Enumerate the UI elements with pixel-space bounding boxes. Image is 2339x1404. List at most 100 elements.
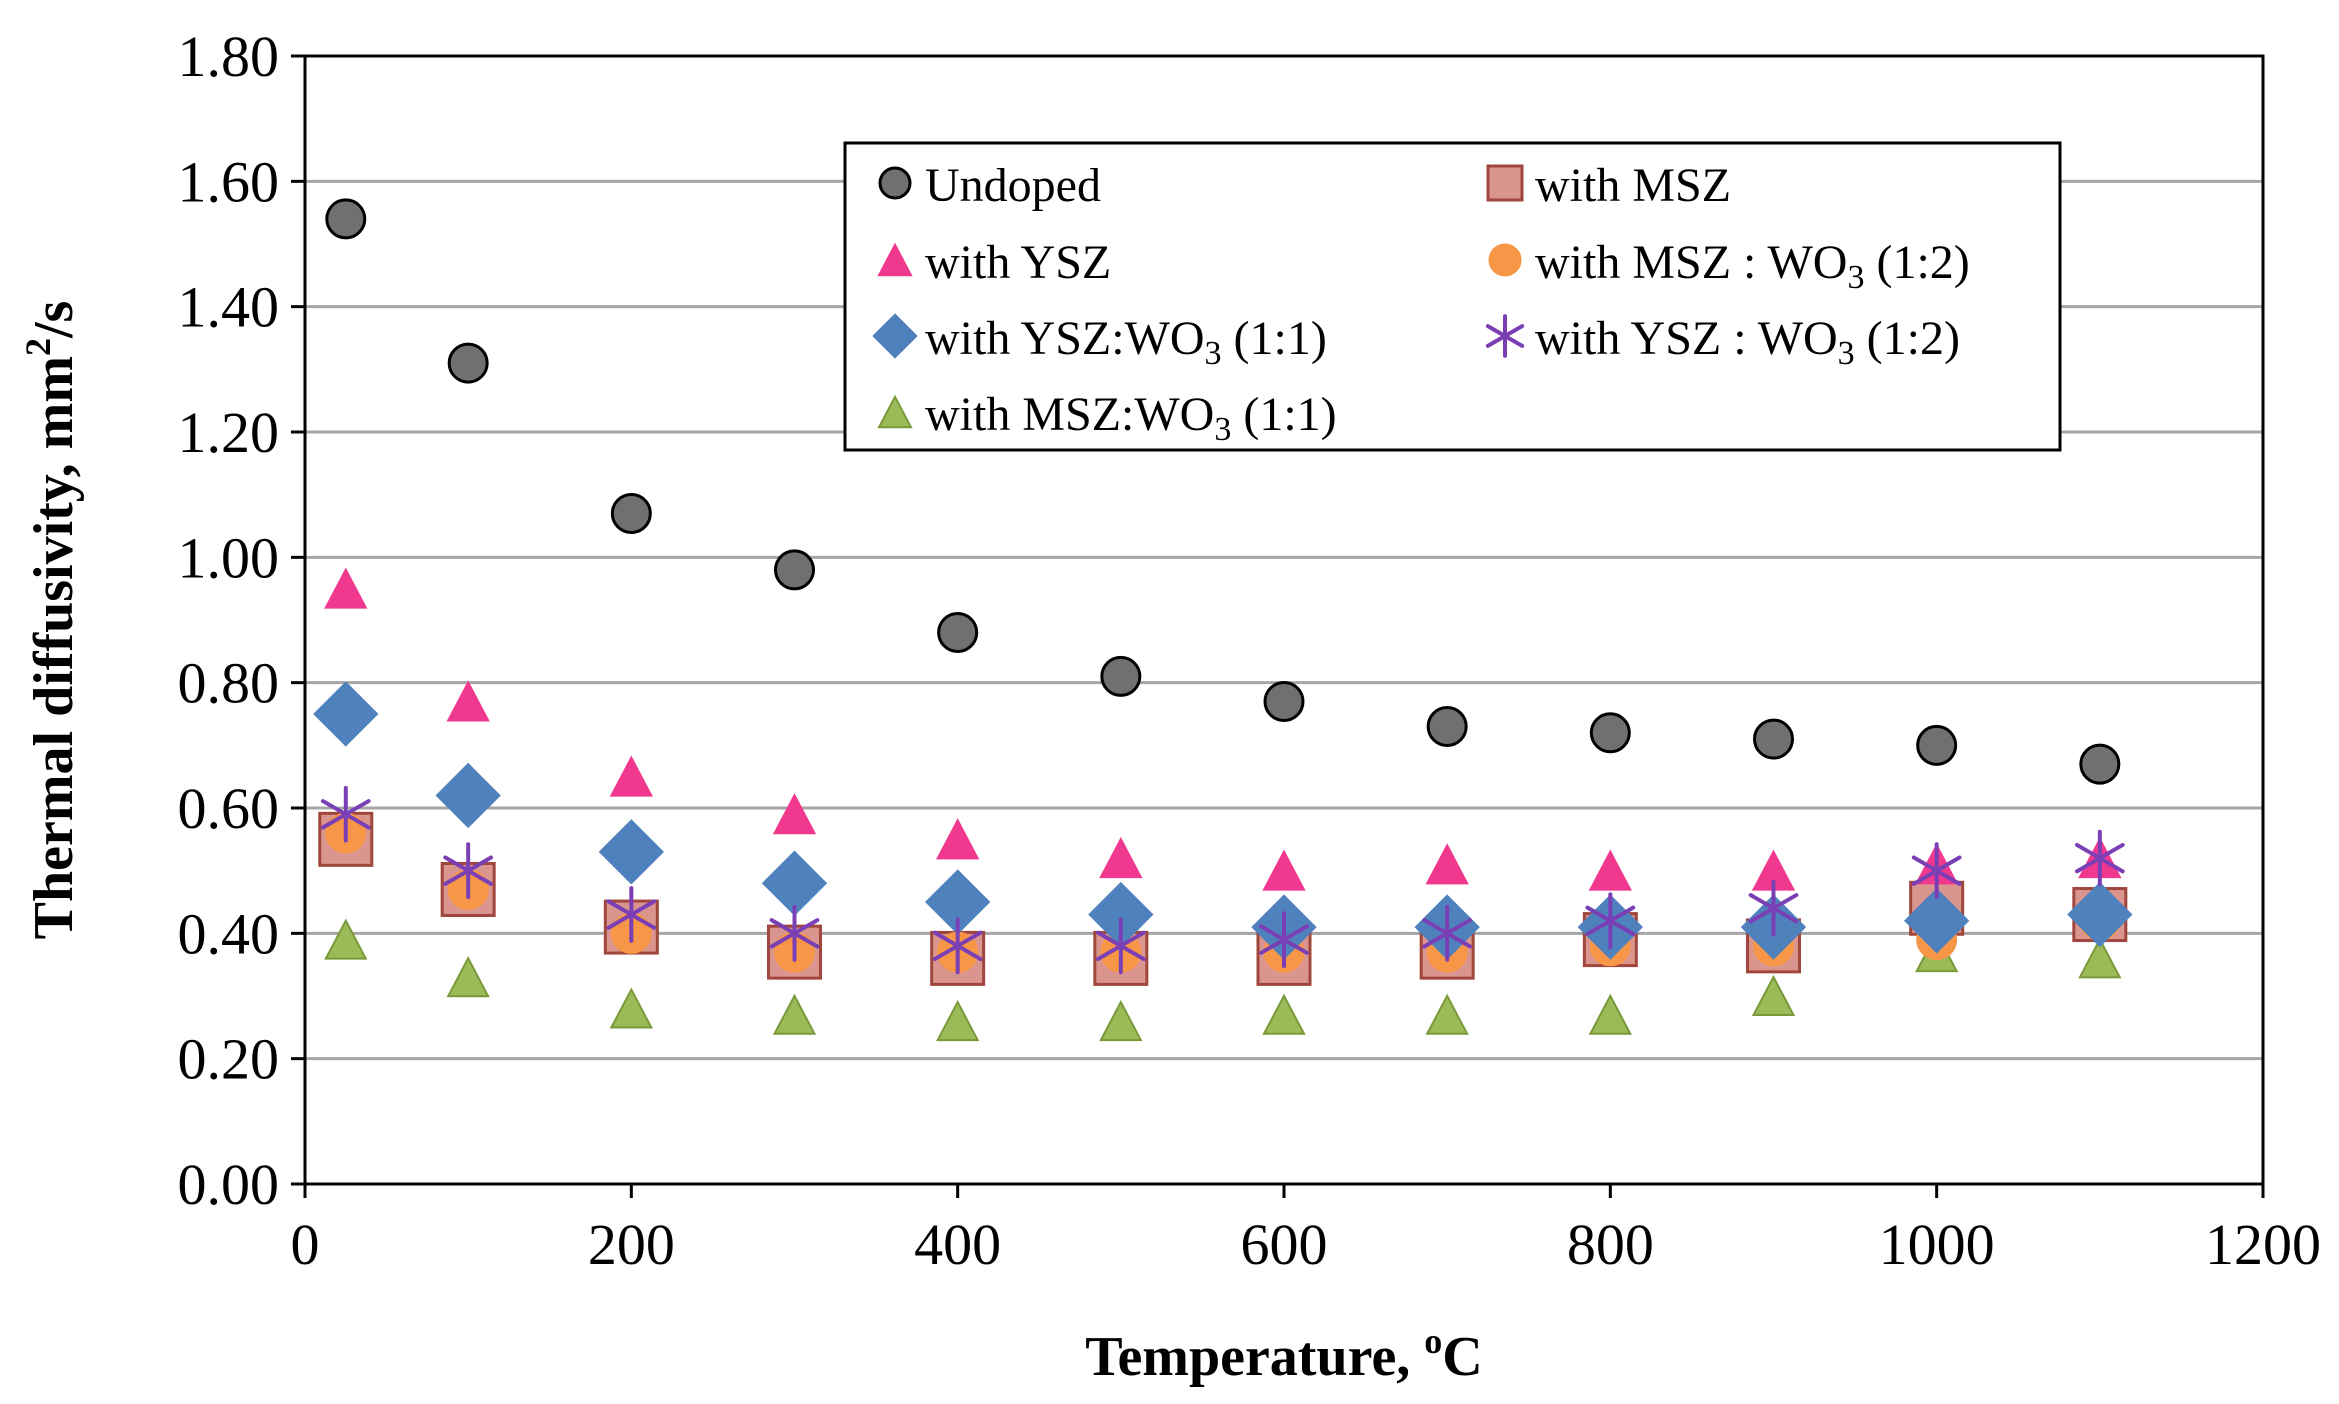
legend-label-1: with MSZ	[1535, 159, 1731, 212]
point-series-4-2	[598, 819, 664, 885]
y-tick-label-3: 0.60	[178, 776, 280, 841]
point-series-4-11	[2067, 881, 2133, 948]
legend-marker-2	[877, 242, 913, 277]
point-series-2-5	[1099, 836, 1143, 879]
legend-label-part-5-2: (1:2)	[1855, 312, 1960, 365]
legend-label-2: with YSZ	[925, 236, 1111, 289]
point-series-0-5	[1100, 655, 1142, 697]
x-tick-label-5: 1000	[1879, 1212, 1995, 1277]
legend-label-3: with MSZ : WO3 (1:2)	[1535, 236, 1970, 296]
legend-label-part-1-0: with MSZ	[1535, 159, 1731, 212]
x-axis-ticks: 0 200 400 600 800 1000 1200	[291, 1184, 2321, 1277]
point-series-5-5	[1095, 917, 1146, 975]
legend-label-0: Undoped	[925, 159, 1101, 212]
point-series-6-4	[936, 999, 980, 1042]
legend-label-part-6-0: with MSZ:WO	[925, 388, 1214, 441]
y-tick-label-2: 0.40	[178, 901, 280, 966]
y-tick-label-8: 1.60	[178, 149, 280, 214]
point-series-5-9	[1748, 879, 1799, 937]
point-series-2-3	[772, 793, 817, 835]
legend-item-1: with MSZ	[1486, 159, 1731, 212]
legend-item-3: with MSZ : WO3 (1:2)	[1488, 236, 1970, 296]
legend-label-part-5-1: 3	[1838, 335, 1855, 372]
y-tick-label-0: 0.00	[178, 1152, 280, 1217]
legend-label-part-6-1: 3	[1214, 411, 1231, 448]
point-series-5-8	[1585, 892, 1636, 950]
legend-marker-3	[1488, 243, 1522, 277]
point-series-6-11	[2078, 937, 2122, 979]
x-title-text: Temperature,	[1085, 1326, 1424, 1388]
point-series-6-7	[1425, 993, 1469, 1035]
point-series-5-11	[2074, 829, 2125, 887]
point-series-2-4	[936, 818, 980, 860]
legend-marker-5	[1485, 314, 1525, 358]
legend-item-2: with YSZ	[877, 236, 1111, 289]
point-series-5-2	[606, 886, 657, 943]
point-series-0-9	[1753, 718, 1794, 760]
y-title-text: Thermal diffusivity, mm	[23, 356, 85, 939]
point-series-6-9	[1751, 974, 1796, 1016]
point-series-0-11	[2079, 743, 2121, 785]
plot-area-border	[303, 54, 2265, 1186]
point-series-2-0	[324, 567, 368, 609]
legend-label-part-3-0: with MSZ : WO	[1535, 236, 1847, 289]
point-series-6-1	[446, 956, 490, 998]
y-axis-title: Thermal diffusivity, mm2/s	[18, 301, 85, 940]
point-series-0-3	[774, 549, 815, 591]
y-tick-label-7: 1.40	[178, 275, 280, 340]
y-tick-label-9: 1.80	[178, 24, 280, 89]
legend-marker-6	[877, 394, 913, 429]
legend-label-part-0-0: Undoped	[925, 159, 1101, 212]
point-series-2-1	[446, 680, 490, 722]
point-series-5-6	[1259, 911, 1309, 968]
y-tick-label-6: 1.20	[178, 400, 280, 465]
legend-label-part-6-2: (1:1)	[1231, 388, 1336, 441]
point-series-2-2	[609, 755, 653, 797]
legend-label-part-5-0: with YSZ : WO	[1535, 312, 1838, 365]
point-series-0-6	[1263, 680, 1305, 722]
point-series-6-2	[609, 987, 653, 1029]
point-series-4-0	[313, 681, 379, 747]
series-2	[324, 567, 2122, 891]
x-title-suffix: C	[1442, 1326, 1482, 1388]
series-1	[318, 811, 2128, 986]
y-tick-label-4: 0.80	[178, 651, 280, 716]
point-series-0-1	[447, 342, 489, 384]
legend-label-5: with YSZ : WO3 (1:2)	[1535, 312, 1960, 372]
point-series-0-10	[1916, 724, 1958, 766]
y-title-suffix: /s	[23, 301, 85, 339]
point-series-0-4	[937, 612, 979, 654]
x-tick-label-0: 0	[291, 1212, 320, 1277]
point-series-4-1	[435, 762, 501, 829]
point-series-6-6	[1262, 993, 1306, 1035]
point-series-5-1	[443, 842, 494, 900]
series-4	[313, 681, 2133, 960]
point-series-4-10	[1904, 888, 1970, 954]
legend-box	[843, 141, 2062, 452]
series-0	[325, 198, 2121, 785]
point-series-5-10	[1911, 842, 1962, 900]
x-tick-label-4: 800	[1567, 1212, 1654, 1277]
legend-label-part-4-2: (1:1)	[1222, 312, 1327, 365]
legend-label-part-4-1: 3	[1205, 335, 1222, 372]
point-series-5-4	[932, 917, 983, 975]
x-tick-label-2: 400	[914, 1212, 1001, 1277]
point-series-2-7	[1425, 843, 1469, 885]
point-series-0-0	[325, 198, 367, 240]
legend-label-4: with YSZ:WO3 (1:1)	[925, 312, 1327, 372]
legend-label-6: with MSZ:WO3 (1:1)	[925, 388, 1337, 448]
legend-marker-1	[1486, 164, 1524, 202]
point-series-0-7	[1426, 706, 1468, 748]
y-axis-ticks: 0.00 0.20 0.40 0.60 0.80 1.00 1.20 1.40 1.60 1.80	[178, 24, 305, 1217]
legend-item-6: with MSZ:WO3 (1:1)	[877, 388, 1337, 448]
y-tick-label-5: 1.00	[178, 525, 280, 590]
x-tick-label-3: 600	[1241, 1212, 1328, 1277]
legend-item-4: with YSZ:WO3 (1:1)	[872, 312, 1327, 372]
legend-label-part-4-0: with YSZ:WO	[925, 312, 1205, 365]
point-series-0-8	[1589, 712, 1631, 754]
legend-label-part-2-0: with YSZ	[925, 236, 1111, 289]
series-5	[320, 785, 2125, 975]
point-series-6-3	[772, 993, 817, 1035]
